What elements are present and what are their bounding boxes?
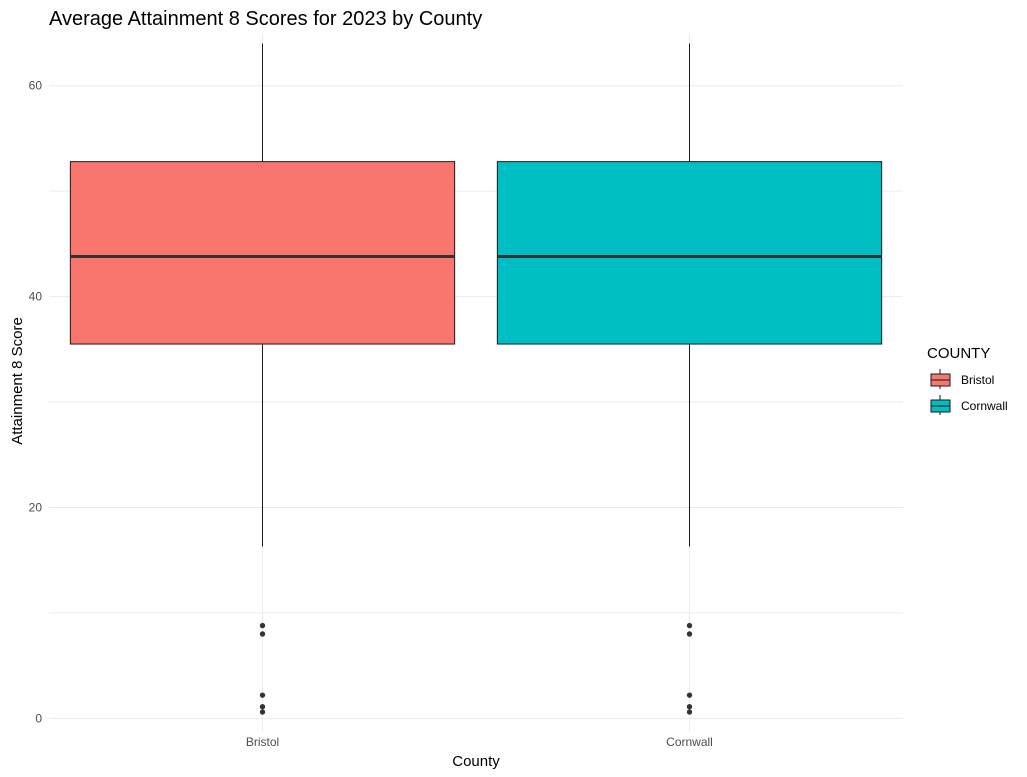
outlier-point [686, 631, 693, 637]
legend-item-cornwall: Cornwall [930, 395, 1008, 415]
legend: COUNTY Bristol Cornwall [927, 345, 1008, 415]
outlier-point [259, 692, 266, 698]
outlier-point [686, 622, 693, 629]
iqr-box [496, 161, 883, 345]
legend-label: Bristol [961, 373, 994, 387]
outlier-point [259, 631, 266, 637]
outlier-point [686, 692, 693, 698]
y-axis-title: Attainment 8 Score [9, 317, 26, 445]
legend-item-bristol: Bristol [930, 369, 994, 389]
y-tick-label: 0 [35, 711, 42, 725]
outlier-point [259, 709, 266, 715]
x-tick-label: Bristol [246, 735, 279, 749]
outlier-point [686, 709, 693, 715]
y-tick-label: 40 [29, 290, 43, 304]
box-cornwall [496, 43, 883, 715]
boxes [69, 43, 883, 715]
outlier-point [259, 622, 266, 629]
y-tick-label: 60 [29, 79, 43, 93]
outlier-point [259, 704, 266, 710]
tick-labels: 0 20 40 60 Bristol Cornwall [29, 79, 713, 749]
iqr-box [69, 161, 456, 345]
box-bristol [69, 43, 456, 715]
outlier-point [686, 704, 693, 710]
chart-title: Average Attainment 8 Scores for 2023 by … [49, 8, 482, 30]
x-tick-label: Cornwall [666, 735, 713, 749]
legend-title: COUNTY [927, 345, 990, 362]
x-axis-title: County [452, 753, 500, 770]
y-tick-label: 20 [29, 500, 43, 514]
grid-lines [49, 33, 903, 731]
legend-label: Cornwall [961, 399, 1008, 413]
legend-items: Bristol Cornwall [930, 369, 1008, 415]
